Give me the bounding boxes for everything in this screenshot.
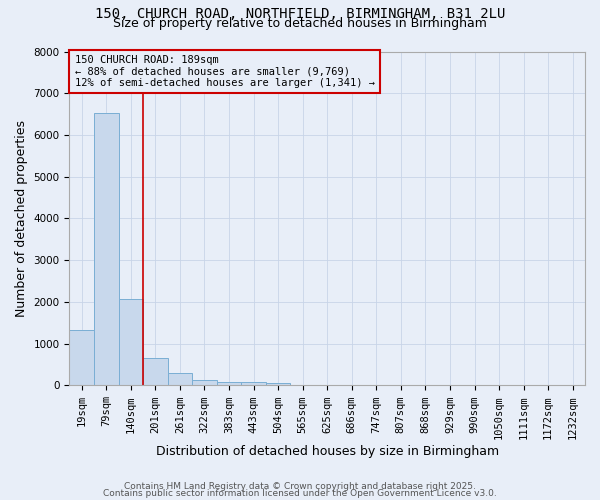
Text: Size of property relative to detached houses in Birmingham: Size of property relative to detached ho…	[113, 18, 487, 30]
Bar	[217, 382, 241, 386]
Text: 150, CHURCH ROAD, NORTHFIELD, BIRMINGHAM, B31 2LU: 150, CHURCH ROAD, NORTHFIELD, BIRMINGHAM…	[95, 8, 505, 22]
Bar	[70, 330, 94, 386]
Y-axis label: Number of detached properties: Number of detached properties	[15, 120, 28, 317]
X-axis label: Distribution of detached houses by size in Birmingham: Distribution of detached houses by size …	[155, 444, 499, 458]
Text: 150 CHURCH ROAD: 189sqm
← 88% of detached houses are smaller (9,769)
12% of semi: 150 CHURCH ROAD: 189sqm ← 88% of detache…	[74, 55, 374, 88]
Bar	[266, 382, 290, 386]
Bar	[119, 298, 143, 386]
Text: Contains HM Land Registry data © Crown copyright and database right 2025.: Contains HM Land Registry data © Crown c…	[124, 482, 476, 491]
Text: Contains public sector information licensed under the Open Government Licence v3: Contains public sector information licen…	[103, 490, 497, 498]
Bar	[143, 358, 167, 386]
Bar	[167, 373, 192, 386]
Bar	[192, 380, 217, 386]
Bar	[241, 382, 266, 386]
Bar	[94, 113, 119, 386]
